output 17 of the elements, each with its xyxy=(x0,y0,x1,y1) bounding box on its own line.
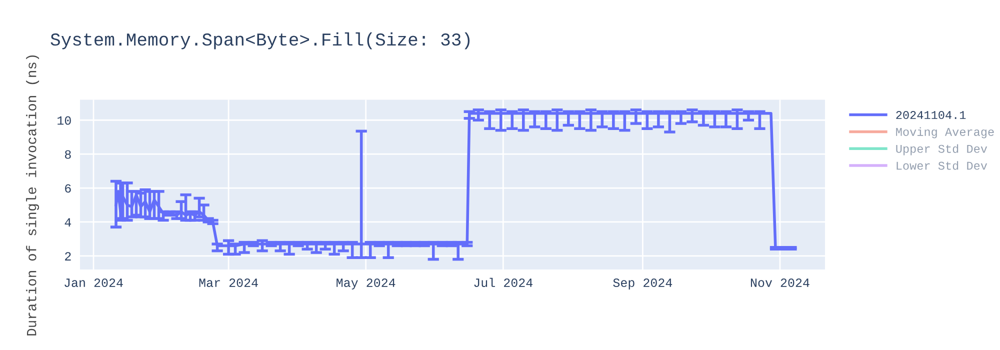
y-tick-label: 4 xyxy=(64,218,72,226)
legend-label: Lower Std Dev xyxy=(896,161,988,170)
x-tick-label: Jan 2024 xyxy=(64,278,123,288)
y-tick-label: 2 xyxy=(65,252,71,260)
x-tick-label: Mar 2024 xyxy=(199,278,258,288)
x-tick-label: Jul 2024 xyxy=(474,278,533,288)
x-tick-label: Sep 2024 xyxy=(613,278,672,290)
y-tick-label: 8 xyxy=(64,150,71,159)
y-axis-title: Duration of single invocation (ns) xyxy=(26,55,40,336)
legend-label: 20241104.1 xyxy=(896,111,966,120)
legend-label: Upper Std Dev xyxy=(896,144,988,156)
legend-label: Moving Average xyxy=(896,127,994,138)
y-tick-label: 6 xyxy=(65,184,71,193)
y-tick-label: 10 xyxy=(58,116,71,125)
x-tick-label: May 2024 xyxy=(336,278,396,290)
x-tick-label: Nov 2024 xyxy=(750,278,810,288)
chart-title: System.Memory.Span<Byte>.Fill(Size: 33) xyxy=(50,32,470,50)
